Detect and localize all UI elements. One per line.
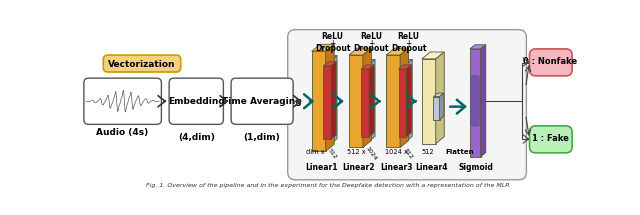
- Text: Linear1: Linear1: [305, 163, 337, 172]
- Polygon shape: [470, 49, 481, 157]
- Polygon shape: [323, 60, 331, 144]
- Text: ReLU: ReLU: [397, 32, 420, 41]
- Text: dim x: dim x: [307, 149, 325, 155]
- Polygon shape: [433, 93, 444, 97]
- Text: 512: 512: [421, 149, 434, 155]
- Polygon shape: [436, 52, 444, 144]
- FancyBboxPatch shape: [103, 55, 180, 72]
- Polygon shape: [386, 48, 408, 55]
- Text: Linear2: Linear2: [342, 163, 374, 172]
- Text: Dropout: Dropout: [315, 44, 351, 53]
- Polygon shape: [470, 45, 486, 49]
- Polygon shape: [323, 62, 336, 66]
- Polygon shape: [399, 64, 406, 141]
- Polygon shape: [406, 60, 412, 141]
- Polygon shape: [406, 65, 412, 137]
- Text: 0 : Nonfake: 0 : Nonfake: [524, 57, 577, 66]
- Text: Linear3: Linear3: [380, 163, 412, 172]
- Text: ReLU: ReLU: [360, 32, 383, 41]
- Polygon shape: [363, 48, 371, 147]
- Polygon shape: [312, 44, 334, 51]
- Polygon shape: [400, 48, 408, 147]
- FancyBboxPatch shape: [529, 49, 572, 76]
- Text: 1024: 1024: [365, 146, 378, 161]
- Polygon shape: [362, 69, 369, 137]
- FancyBboxPatch shape: [288, 30, 527, 180]
- FancyBboxPatch shape: [529, 126, 572, 153]
- Polygon shape: [399, 65, 412, 69]
- Text: Flatten: Flatten: [446, 149, 474, 155]
- Polygon shape: [369, 60, 375, 141]
- Polygon shape: [362, 60, 375, 64]
- Polygon shape: [326, 44, 334, 151]
- Polygon shape: [323, 66, 331, 139]
- Polygon shape: [440, 93, 444, 120]
- Text: Linear4: Linear4: [415, 163, 448, 172]
- Polygon shape: [422, 59, 436, 144]
- Polygon shape: [349, 48, 371, 55]
- Text: 512 x: 512 x: [348, 149, 366, 155]
- Polygon shape: [349, 55, 363, 147]
- Polygon shape: [362, 65, 374, 69]
- Text: Vectorization: Vectorization: [108, 60, 176, 69]
- Text: ReLU: ReLU: [322, 32, 344, 41]
- Text: (1,dim): (1,dim): [244, 133, 280, 142]
- FancyBboxPatch shape: [169, 78, 223, 124]
- Polygon shape: [433, 97, 440, 120]
- Polygon shape: [312, 51, 326, 151]
- Polygon shape: [481, 45, 486, 157]
- Polygon shape: [386, 55, 400, 147]
- Polygon shape: [422, 52, 444, 59]
- Polygon shape: [323, 56, 337, 60]
- FancyBboxPatch shape: [84, 78, 161, 124]
- Text: 512: 512: [327, 147, 338, 160]
- Text: +: +: [405, 39, 412, 48]
- Text: Fig. 1. Overview of the pipeline and in the experiment for the Deepfake detectio: Fig. 1. Overview of the pipeline and in …: [146, 183, 510, 187]
- Polygon shape: [331, 62, 336, 139]
- Text: 1 : Fake: 1 : Fake: [532, 135, 569, 143]
- FancyBboxPatch shape: [470, 76, 479, 126]
- Text: Audio (4s): Audio (4s): [97, 127, 148, 137]
- Polygon shape: [362, 64, 369, 141]
- Polygon shape: [399, 69, 406, 137]
- Text: (4,dim): (4,dim): [178, 133, 214, 142]
- FancyBboxPatch shape: [231, 78, 293, 124]
- Polygon shape: [369, 65, 374, 137]
- Text: +: +: [330, 39, 336, 48]
- Text: Dropout: Dropout: [354, 44, 389, 53]
- Polygon shape: [399, 60, 412, 64]
- Text: Sigmoid: Sigmoid: [459, 163, 493, 172]
- Text: Time Averaging: Time Averaging: [222, 97, 302, 106]
- Text: Embedding: Embedding: [168, 97, 225, 106]
- Text: Dropout: Dropout: [391, 44, 426, 53]
- Text: +: +: [368, 39, 374, 48]
- Text: 1024 x: 1024 x: [385, 149, 408, 155]
- Text: 512: 512: [403, 147, 414, 160]
- Polygon shape: [331, 56, 337, 144]
